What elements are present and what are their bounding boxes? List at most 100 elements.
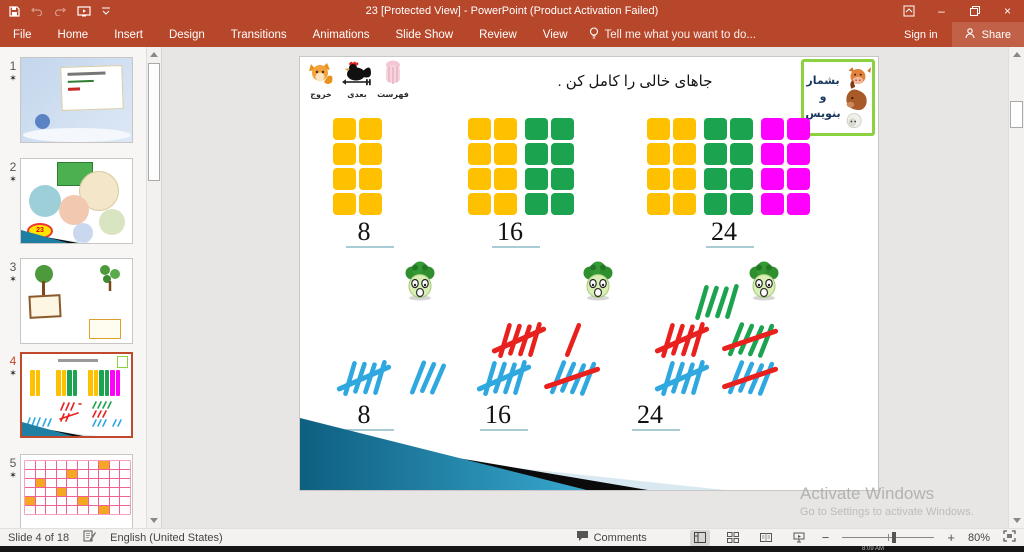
chart-cell [120, 479, 130, 487]
chart-cell [46, 461, 56, 469]
slide-thumbnail-4-selected[interactable] [20, 352, 133, 438]
chart-cell [56, 479, 67, 487]
slide-2-number: 2 ✶ [7, 160, 19, 185]
block-column [525, 118, 574, 215]
chart-cell [56, 461, 67, 469]
comments-button[interactable]: Comments [576, 530, 647, 545]
nav-next-button[interactable]: بعدی [341, 60, 373, 99]
zoom-out-button[interactable]: − [821, 530, 830, 545]
slide-1-number: 1 ✶ [7, 59, 19, 84]
lightbulb-icon [589, 26, 599, 43]
chart-cell [120, 461, 130, 469]
tab-file[interactable]: File [13, 28, 32, 41]
chart-cell [46, 479, 56, 487]
nav-exit-button[interactable]: خروج [305, 62, 337, 99]
slide-nav-buttons: خروج بعدی فهرست [305, 60, 409, 99]
block-group-8[interactable] [333, 118, 382, 215]
chart-cell [67, 497, 77, 505]
start-slideshow-icon[interactable] [77, 5, 91, 17]
restore-button[interactable] [958, 0, 991, 22]
tally-mark [476, 360, 532, 396]
badge-text: بشمار و بنویس [805, 74, 841, 120]
scroll-up-arrow[interactable] [150, 52, 158, 57]
slide-indicator[interactable]: Slide 4 of 18 [8, 531, 70, 544]
tab-animations[interactable]: Animations [312, 28, 370, 41]
customize-qat-icon[interactable] [102, 7, 110, 16]
language-indicator[interactable]: English (United States) [110, 531, 223, 544]
tally-mark [409, 360, 447, 395]
slide-thumbnail-5[interactable] [20, 454, 133, 528]
chart-cell [99, 470, 109, 478]
chart-cell [88, 470, 99, 478]
animation-star-icon: ✶ [9, 274, 17, 285]
slide-thumbnail-1[interactable] [20, 57, 133, 143]
chart-cell [35, 497, 46, 505]
tally-group-16[interactable] [458, 279, 620, 399]
slide-thumbnail-3[interactable] [20, 258, 133, 344]
scroll-up-arrow[interactable] [1013, 52, 1021, 57]
block-group-24[interactable] [647, 118, 810, 215]
chart-cell [25, 488, 35, 496]
taskbar-edge[interactable]: 8:09 AM [0, 546, 1024, 552]
tell-me-box[interactable]: Tell me what you want to do... [589, 26, 756, 43]
tab-slide-show[interactable]: Slide Show [395, 28, 454, 41]
zoom-in-button[interactable]: + [947, 530, 955, 545]
chart-cell [56, 497, 67, 505]
tally-mark [722, 360, 779, 396]
block-column [333, 118, 382, 215]
save-icon[interactable] [9, 5, 20, 17]
scroll-down-arrow[interactable] [1013, 518, 1021, 523]
slide-title[interactable]: جاهای خالی را کامل کن . [557, 73, 713, 90]
chart-cell [78, 470, 88, 478]
ribbon-display-options-icon[interactable] [892, 0, 925, 22]
block-count-answer: 8 [336, 219, 394, 248]
chart-cell [88, 488, 99, 496]
tab-design[interactable]: Design [168, 28, 205, 41]
editor-scrollbar[interactable] [1008, 47, 1024, 528]
chart-cell [99, 497, 109, 505]
fit-slide-button[interactable] [1003, 530, 1016, 545]
tab-review[interactable]: Review [479, 28, 517, 41]
minimize-button[interactable]: – [938, 4, 945, 18]
sign-in-link[interactable]: Sign in [904, 28, 938, 41]
zoom-level[interactable]: 80% [967, 531, 990, 544]
zoom-slider[interactable] [842, 532, 935, 543]
proofing-icon[interactable] [83, 530, 97, 545]
activate-windows-watermark: Activate Windows Go to Settings to activ… [800, 484, 974, 518]
nav-index-button[interactable]: فهرست [377, 60, 409, 99]
tally-mark [695, 284, 739, 320]
slide-canvas[interactable]: خروج بعدی فهرست جاهای خالی را کامل کن . … [300, 57, 878, 490]
scroll-down-arrow[interactable] [150, 518, 158, 523]
share-button[interactable]: Share [951, 22, 1024, 47]
thumbnail-scrollbar[interactable] [146, 47, 161, 528]
tab-view[interactable]: View [542, 28, 568, 41]
scrollbar-thumb[interactable] [148, 63, 160, 181]
block-group-16[interactable] [468, 118, 574, 215]
slide-sorter-view-button[interactable] [723, 530, 743, 546]
redo-icon [54, 6, 66, 16]
undo-icon [31, 6, 43, 16]
tab-home[interactable]: Home [57, 28, 89, 41]
title-bar: 23 [Protected View] - PowerPoint (Produc… [0, 0, 1024, 22]
tally-mark [491, 322, 547, 358]
tally-group-8[interactable] [320, 279, 468, 399]
block-column [704, 118, 753, 215]
tab-transitions[interactable]: Transitions [230, 28, 287, 41]
tab-insert[interactable]: Insert [114, 28, 143, 41]
status-bar: Slide 4 of 18 English (United States) Co… [0, 528, 1024, 546]
slide-5-number: 5 ✶ [7, 456, 19, 481]
tally-group-24[interactable] [634, 279, 800, 399]
reading-view-button[interactable] [756, 530, 776, 546]
slideshow-view-button[interactable] [789, 530, 809, 546]
normal-view-button[interactable] [689, 529, 710, 546]
count-and-write-badge[interactable]: بشمار و بنویس [801, 59, 875, 136]
chart-cell [25, 506, 35, 514]
zoom-slider-thumb[interactable] [892, 532, 897, 543]
slide-thumbnail-2[interactable]: 23 [20, 158, 133, 244]
chart-cell [88, 497, 99, 505]
animation-star-icon: ✶ [9, 470, 17, 481]
chart-cell [99, 506, 109, 514]
scrollbar-thumb[interactable] [1010, 101, 1023, 128]
chart-cell [99, 488, 109, 496]
close-button[interactable]: × [1003, 4, 1011, 18]
